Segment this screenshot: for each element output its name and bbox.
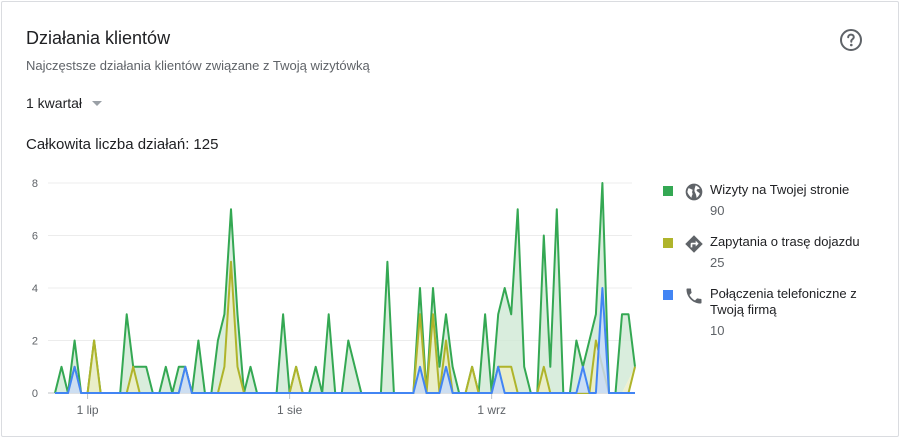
period-dropdown[interactable]: 1 kwartał <box>26 95 103 111</box>
legend-label: Wizyty na Twojej stronie <box>710 182 850 197</box>
legend-value: 10 <box>710 323 725 338</box>
chart-legend: Wizyty na Twojej stronie 90 Zapytania o … <box>660 176 890 338</box>
period-label: 1 kwartał <box>26 95 83 111</box>
legend-value: 25 <box>710 255 725 270</box>
total-value: 125 <box>193 136 219 153</box>
y-tick-label: 0 <box>32 388 38 400</box>
y-tick-label: 4 <box>32 283 38 295</box>
series-line-0 <box>54 182 636 394</box>
y-tick-label: 6 <box>32 231 38 243</box>
x-tick-label: 1 sie <box>277 403 303 417</box>
total-label: Całkowita liczba działań: <box>26 136 190 153</box>
y-tick-label: 8 <box>32 178 38 190</box>
card-subtitle: Najczęstsze działania klientów związane … <box>26 58 370 73</box>
legend-label: Zapytania o trasę dojazdu <box>710 234 860 249</box>
legend-item-directions[interactable]: Zapytania o trasę dojazdu 25 <box>660 228 890 280</box>
legend-swatch <box>663 186 673 196</box>
series-area-0 <box>55 183 635 393</box>
globe-icon <box>685 183 703 201</box>
series-line-2 <box>55 287 635 394</box>
help-circle-icon[interactable] <box>839 28 862 51</box>
card-title: Działania klientów <box>26 28 171 48</box>
legend-value: 90 <box>710 203 725 218</box>
legend-item-calls[interactable]: Połączenia telefoniczne z Twoją firmą 10 <box>660 280 890 338</box>
x-tick-label: 1 wrz <box>477 403 506 417</box>
total-actions: Całkowita liczba działań: 125 <box>26 136 218 153</box>
legend-swatch <box>663 290 673 300</box>
phone-icon <box>686 288 702 304</box>
directions-icon <box>685 235 703 253</box>
legend-swatch <box>663 238 673 248</box>
legend-label: Połączenia telefoniczne z Twoją firmą <box>710 286 857 317</box>
x-tick-label: 1 lip <box>77 403 99 417</box>
y-tick-label: 2 <box>32 336 38 348</box>
chevron-down-icon <box>92 100 103 106</box>
legend-item-website[interactable]: Wizyty na Twojej stronie 90 <box>660 176 890 228</box>
